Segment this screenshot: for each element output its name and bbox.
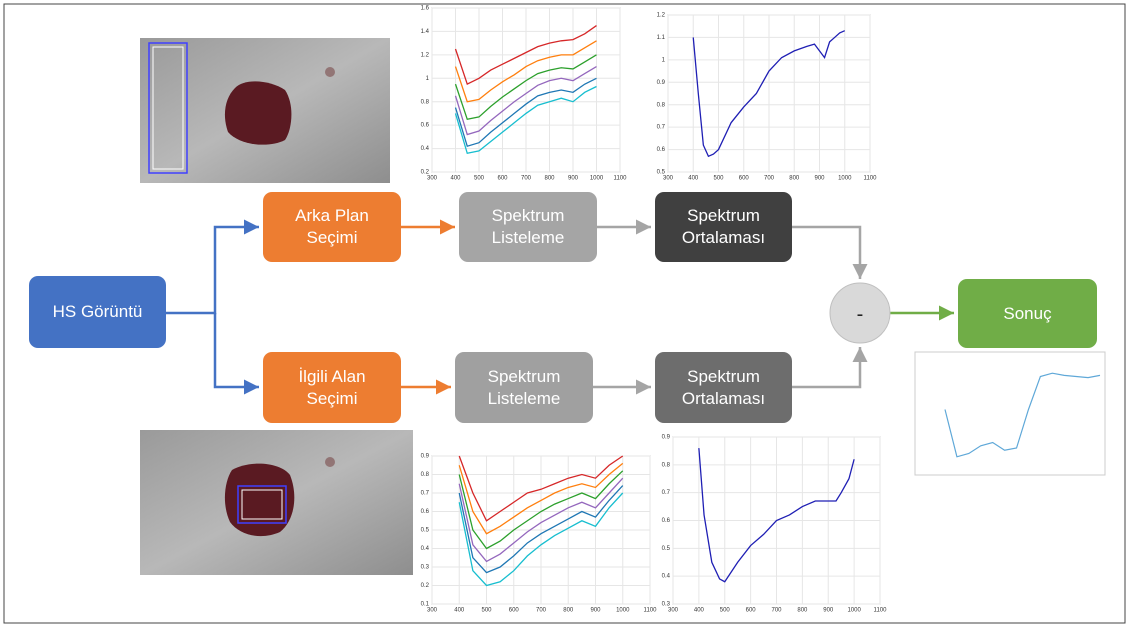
subtract-label: - bbox=[857, 303, 864, 325]
x-tick-label: 300 bbox=[668, 608, 679, 614]
x-tick-label: 400 bbox=[450, 176, 461, 182]
x-tick-label: 1000 bbox=[847, 608, 861, 614]
x-tick-label: 300 bbox=[427, 608, 438, 614]
y-tick-label: 0.5 bbox=[662, 546, 671, 552]
x-tick-label: 1100 bbox=[644, 608, 658, 614]
y-tick-label: 0.1 bbox=[421, 602, 430, 608]
x-tick-label: 300 bbox=[663, 176, 674, 182]
y-tick-label: 0.5 bbox=[421, 528, 430, 534]
y-tick-label: 0.2 bbox=[421, 583, 430, 589]
x-tick-label: 700 bbox=[536, 608, 547, 614]
x-tick-label: 1100 bbox=[864, 176, 878, 182]
y-tick-label: 0.7 bbox=[421, 491, 430, 497]
y-tick-label: 0.2 bbox=[421, 170, 430, 176]
node-background: Arka Plan Seçimi bbox=[263, 192, 401, 262]
x-tick-label: 900 bbox=[823, 608, 834, 614]
x-tick-label: 900 bbox=[568, 176, 579, 182]
x-tick-label: 500 bbox=[474, 176, 485, 182]
x-tick-label: 400 bbox=[454, 608, 465, 614]
x-tick-label: 900 bbox=[814, 176, 825, 182]
x-tick-label: 800 bbox=[789, 176, 800, 182]
y-tick-label: 0.8 bbox=[662, 462, 671, 468]
y-tick-label: 0.6 bbox=[421, 509, 430, 515]
y-tick-label: 0.6 bbox=[421, 123, 430, 129]
node-list-top: Spektrum Listeleme bbox=[459, 192, 597, 262]
y-tick-label: 0.5 bbox=[657, 170, 666, 176]
x-tick-label: 1000 bbox=[590, 176, 604, 182]
x-tick-label: 500 bbox=[481, 608, 492, 614]
y-tick-label: 0.8 bbox=[421, 99, 430, 105]
y-tick-label: 0.9 bbox=[657, 80, 666, 86]
x-tick-label: 700 bbox=[771, 608, 782, 614]
photo-bottom bbox=[140, 430, 413, 575]
y-tick-label: 0.4 bbox=[421, 146, 430, 152]
y-tick-label: 0.8 bbox=[657, 102, 666, 108]
x-tick-label: 600 bbox=[509, 608, 520, 614]
x-tick-label: 400 bbox=[688, 176, 699, 182]
x-tick-label: 500 bbox=[720, 608, 731, 614]
y-tick-label: 0.7 bbox=[657, 125, 666, 131]
y-tick-label: 0.7 bbox=[662, 490, 671, 496]
y-tick-label: 1.2 bbox=[657, 13, 666, 19]
x-tick-label: 1000 bbox=[616, 608, 630, 614]
node-roi: İlgili Alan Seçimi bbox=[263, 352, 401, 423]
diagram: - 300 400 500 600 700 800 900 1000 1100 0.2 0.4 0.6… bbox=[0, 0, 1129, 627]
y-tick-label: 0.6 bbox=[657, 147, 666, 153]
result-frame bbox=[915, 352, 1105, 475]
y-tick-label: 0.3 bbox=[662, 602, 671, 608]
node-result: Sonuç bbox=[958, 279, 1097, 348]
x-tick-label: 700 bbox=[764, 176, 775, 182]
x-tick-label: 700 bbox=[521, 176, 532, 182]
y-tick-label: 1 bbox=[662, 57, 666, 63]
x-tick-label: 600 bbox=[497, 176, 508, 182]
y-tick-label: 0.3 bbox=[421, 565, 430, 571]
y-tick-label: 0.4 bbox=[662, 574, 671, 580]
photo-top bbox=[140, 38, 390, 183]
x-tick-label: 400 bbox=[694, 608, 705, 614]
x-tick-label: 800 bbox=[544, 176, 555, 182]
node-mean-top: Spektrum Ortalaması bbox=[655, 192, 792, 262]
y-tick-label: 1 bbox=[426, 76, 430, 82]
x-tick-label: 500 bbox=[713, 176, 724, 182]
y-tick-label: 1.6 bbox=[421, 6, 430, 12]
y-tick-label: 1.4 bbox=[421, 29, 430, 35]
x-tick-label: 300 bbox=[427, 176, 438, 182]
y-tick-label: 0.6 bbox=[662, 518, 671, 524]
y-tick-label: 0.9 bbox=[662, 435, 671, 441]
y-tick-label: 0.9 bbox=[421, 454, 430, 460]
x-tick-label: 900 bbox=[590, 608, 601, 614]
x-tick-label: 1100 bbox=[874, 608, 888, 614]
node-list-bottom: Spektrum Listeleme bbox=[455, 352, 593, 423]
x-tick-label: 600 bbox=[746, 608, 757, 614]
x-tick-label: 600 bbox=[739, 176, 750, 182]
y-tick-label: 0.8 bbox=[421, 472, 430, 478]
y-tick-label: 0.4 bbox=[421, 546, 430, 552]
node-hs: HS Görüntü bbox=[29, 276, 166, 348]
x-tick-label: 800 bbox=[797, 608, 808, 614]
node-mean-bottom: Spektrum Ortalaması bbox=[655, 352, 792, 423]
x-tick-label: 800 bbox=[563, 608, 574, 614]
x-tick-label: 1100 bbox=[614, 176, 628, 182]
x-tick-label: 1000 bbox=[838, 176, 852, 182]
y-tick-label: 1.1 bbox=[657, 35, 666, 41]
y-tick-label: 1.2 bbox=[421, 52, 430, 58]
